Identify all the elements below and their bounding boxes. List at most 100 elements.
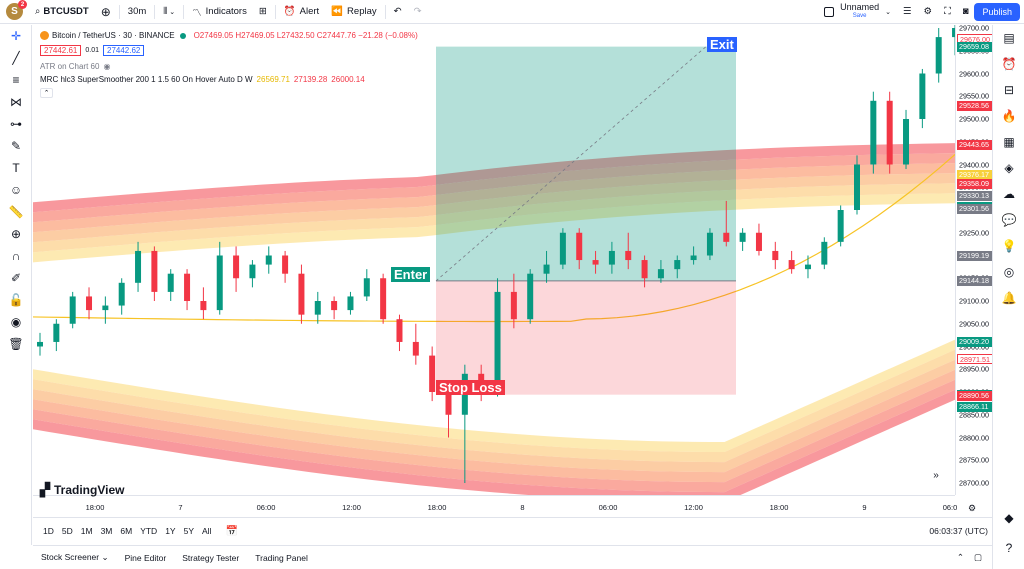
prediction-icon[interactable]: ⊶: [10, 117, 22, 131]
range-button-6m[interactable]: 6M: [120, 526, 133, 536]
calendar-icon[interactable]: ▦: [1003, 135, 1015, 149]
buy-button[interactable]: 27442.62: [103, 45, 145, 56]
layout-name: Unnamed Save: [840, 1, 880, 19]
fib-icon[interactable]: ≡: [12, 73, 20, 87]
time-axis[interactable]: 18:00 7 06:00 12:00 18:00 8 06:00 12:00 18:00 9 06…: [33, 495, 957, 517]
sell-button[interactable]: 27442.61: [40, 45, 82, 56]
range-button-all[interactable]: All: [202, 526, 212, 536]
range-button-1d[interactable]: 1D: [43, 526, 54, 536]
grid-icon: ⊞: [258, 6, 267, 17]
alert-button[interactable]: ⏰ Alert: [283, 6, 320, 17]
price-tick-label: 29500.00: [959, 114, 989, 124]
text-icon[interactable]: T: [12, 161, 20, 175]
candle-body: [935, 37, 942, 74]
range-button-1m[interactable]: 1M: [80, 526, 93, 536]
object-tree-button[interactable]: ☰: [897, 0, 918, 24]
divider: [118, 4, 120, 19]
snapshot-button[interactable]: ◙: [957, 0, 975, 24]
price-tag: 29144.18: [957, 275, 993, 286]
range-button-1y[interactable]: 1Y: [165, 526, 176, 536]
emoji-icon[interactable]: ☺: [9, 183, 23, 197]
lock-drawing-icon[interactable]: ✐: [10, 271, 22, 285]
interval-button[interactable]: 30m: [127, 6, 147, 17]
ideas-icon[interactable]: ◈: [1004, 161, 1014, 175]
undo-button[interactable]: ↶: [388, 0, 408, 24]
date-range-icon[interactable]: 📅: [225, 525, 238, 537]
notifications-icon[interactable]: 🔔: [1001, 291, 1017, 305]
symbol-search[interactable]: ⌕ BTCUSDT: [35, 6, 89, 17]
candle-body: [429, 355, 436, 392]
collapse-legend-button[interactable]: ⌃: [40, 87, 53, 98]
chevron-down-icon: ⌄: [101, 552, 109, 562]
range-button-3m[interactable]: 3M: [100, 526, 113, 536]
gear-icon: ⚙: [923, 6, 933, 17]
price-tick-label: 29550.00: [959, 91, 989, 101]
magnet-icon[interactable]: ∩: [11, 249, 21, 263]
alerts-icon[interactable]: ⏰: [1001, 57, 1017, 71]
ruler-icon[interactable]: 📏: [8, 205, 24, 219]
streams-icon[interactable]: ◎: [1003, 265, 1015, 279]
axis-settings-button[interactable]: ⚙: [968, 503, 977, 513]
chat-icon[interactable]: 💬: [1001, 213, 1017, 227]
loss-zone: [436, 280, 736, 395]
tab-stock-screener[interactable]: Stock Screener ⌄: [41, 552, 109, 562]
upper-band-zone: [33, 143, 955, 213]
candle-body: [249, 264, 256, 279]
tab-pine-editor[interactable]: Pine Editor: [124, 552, 167, 563]
price-chart[interactable]: [33, 25, 955, 495]
publish-button[interactable]: Publish: [974, 2, 1020, 21]
price-tag: 29009.20: [957, 337, 993, 348]
settings-button[interactable]: ⚙: [918, 0, 939, 24]
crosshair-icon[interactable]: ✛: [10, 29, 22, 43]
candle-body: [37, 341, 43, 347]
time-tick-label: 06:00: [256, 503, 276, 512]
price-tag: 29301.56: [957, 204, 993, 215]
indicators-button[interactable]: 〽 Indicators: [192, 6, 247, 19]
eye-icon[interactable]: ◉: [103, 62, 111, 71]
mrc-indicator-label[interactable]: MRC hlc3 SuperSmoother 200 1 1.5 60 On H…: [40, 75, 253, 84]
range-button-5d[interactable]: 5D: [61, 526, 73, 536]
candle-body: [380, 278, 387, 320]
tab-trading-panel[interactable]: Trading Panel: [255, 552, 308, 563]
range-button-5y[interactable]: 5Y: [183, 526, 194, 536]
redo-icon: ↷: [413, 6, 422, 17]
community-icon[interactable]: ☁: [1003, 187, 1015, 201]
data-window-icon[interactable]: ⊟: [1003, 83, 1015, 97]
candle-body: [396, 319, 403, 342]
collapse-panel-button[interactable]: ⌃: [956, 552, 964, 562]
price-axis[interactable]: 29700.0029650.0029600.0029550.0029500.00…: [955, 24, 993, 495]
chart-type-button[interactable]: ⫴ ⌄: [157, 0, 181, 24]
utc-clock[interactable]: 06:03:37 (UTC): [929, 526, 988, 536]
layouts-button[interactable]: ⊞: [253, 0, 273, 24]
atr-indicator-label[interactable]: ATR on Chart 60: [40, 62, 100, 71]
replay-button[interactable]: ⏪ Replay: [331, 6, 377, 17]
layout-name-button[interactable]: Unnamed Save ⌄: [818, 0, 897, 24]
maximize-panel-button[interactable]: ▢: [973, 552, 982, 562]
undo-icon: ↶: [393, 6, 402, 17]
fullscreen-button[interactable]: ⛶: [938, 0, 957, 24]
candle-body: [903, 119, 910, 165]
scroll-to-realtime-button[interactable]: »: [933, 469, 939, 481]
lightbulb-icon[interactable]: 💡: [1001, 239, 1017, 253]
range-button-ytd[interactable]: YTD: [140, 526, 158, 536]
watchlist-icon[interactable]: ▤: [1003, 31, 1015, 45]
lock-icon[interactable]: 🔓: [8, 293, 24, 307]
layers-icon[interactable]: ◆: [1004, 511, 1014, 525]
trash-icon[interactable]: 🗑: [8, 337, 24, 351]
trendline-icon[interactable]: ╱: [12, 51, 20, 65]
brush-icon[interactable]: ✎: [10, 139, 22, 153]
tradingview-logo[interactable]: ▞ TradingView: [40, 482, 125, 497]
chart-pane[interactable]: [33, 25, 955, 495]
help-icon[interactable]: ?: [1005, 541, 1013, 555]
compare-symbol-button[interactable]: ⊕: [95, 0, 117, 24]
price-tick-label: 29100.00: [959, 296, 989, 306]
redo-button[interactable]: ↷: [408, 0, 428, 24]
hotlists-icon[interactable]: 🔥: [1001, 109, 1017, 123]
fullscreen-icon: ⛶: [944, 6, 951, 17]
tab-strategy-tester[interactable]: Strategy Tester: [182, 552, 240, 563]
pattern-icon[interactable]: ⋈: [10, 95, 22, 109]
zoom-icon[interactable]: ⊕: [10, 227, 22, 241]
time-tick-label: 18:00: [85, 503, 105, 512]
eye-icon[interactable]: ◉: [10, 315, 22, 329]
